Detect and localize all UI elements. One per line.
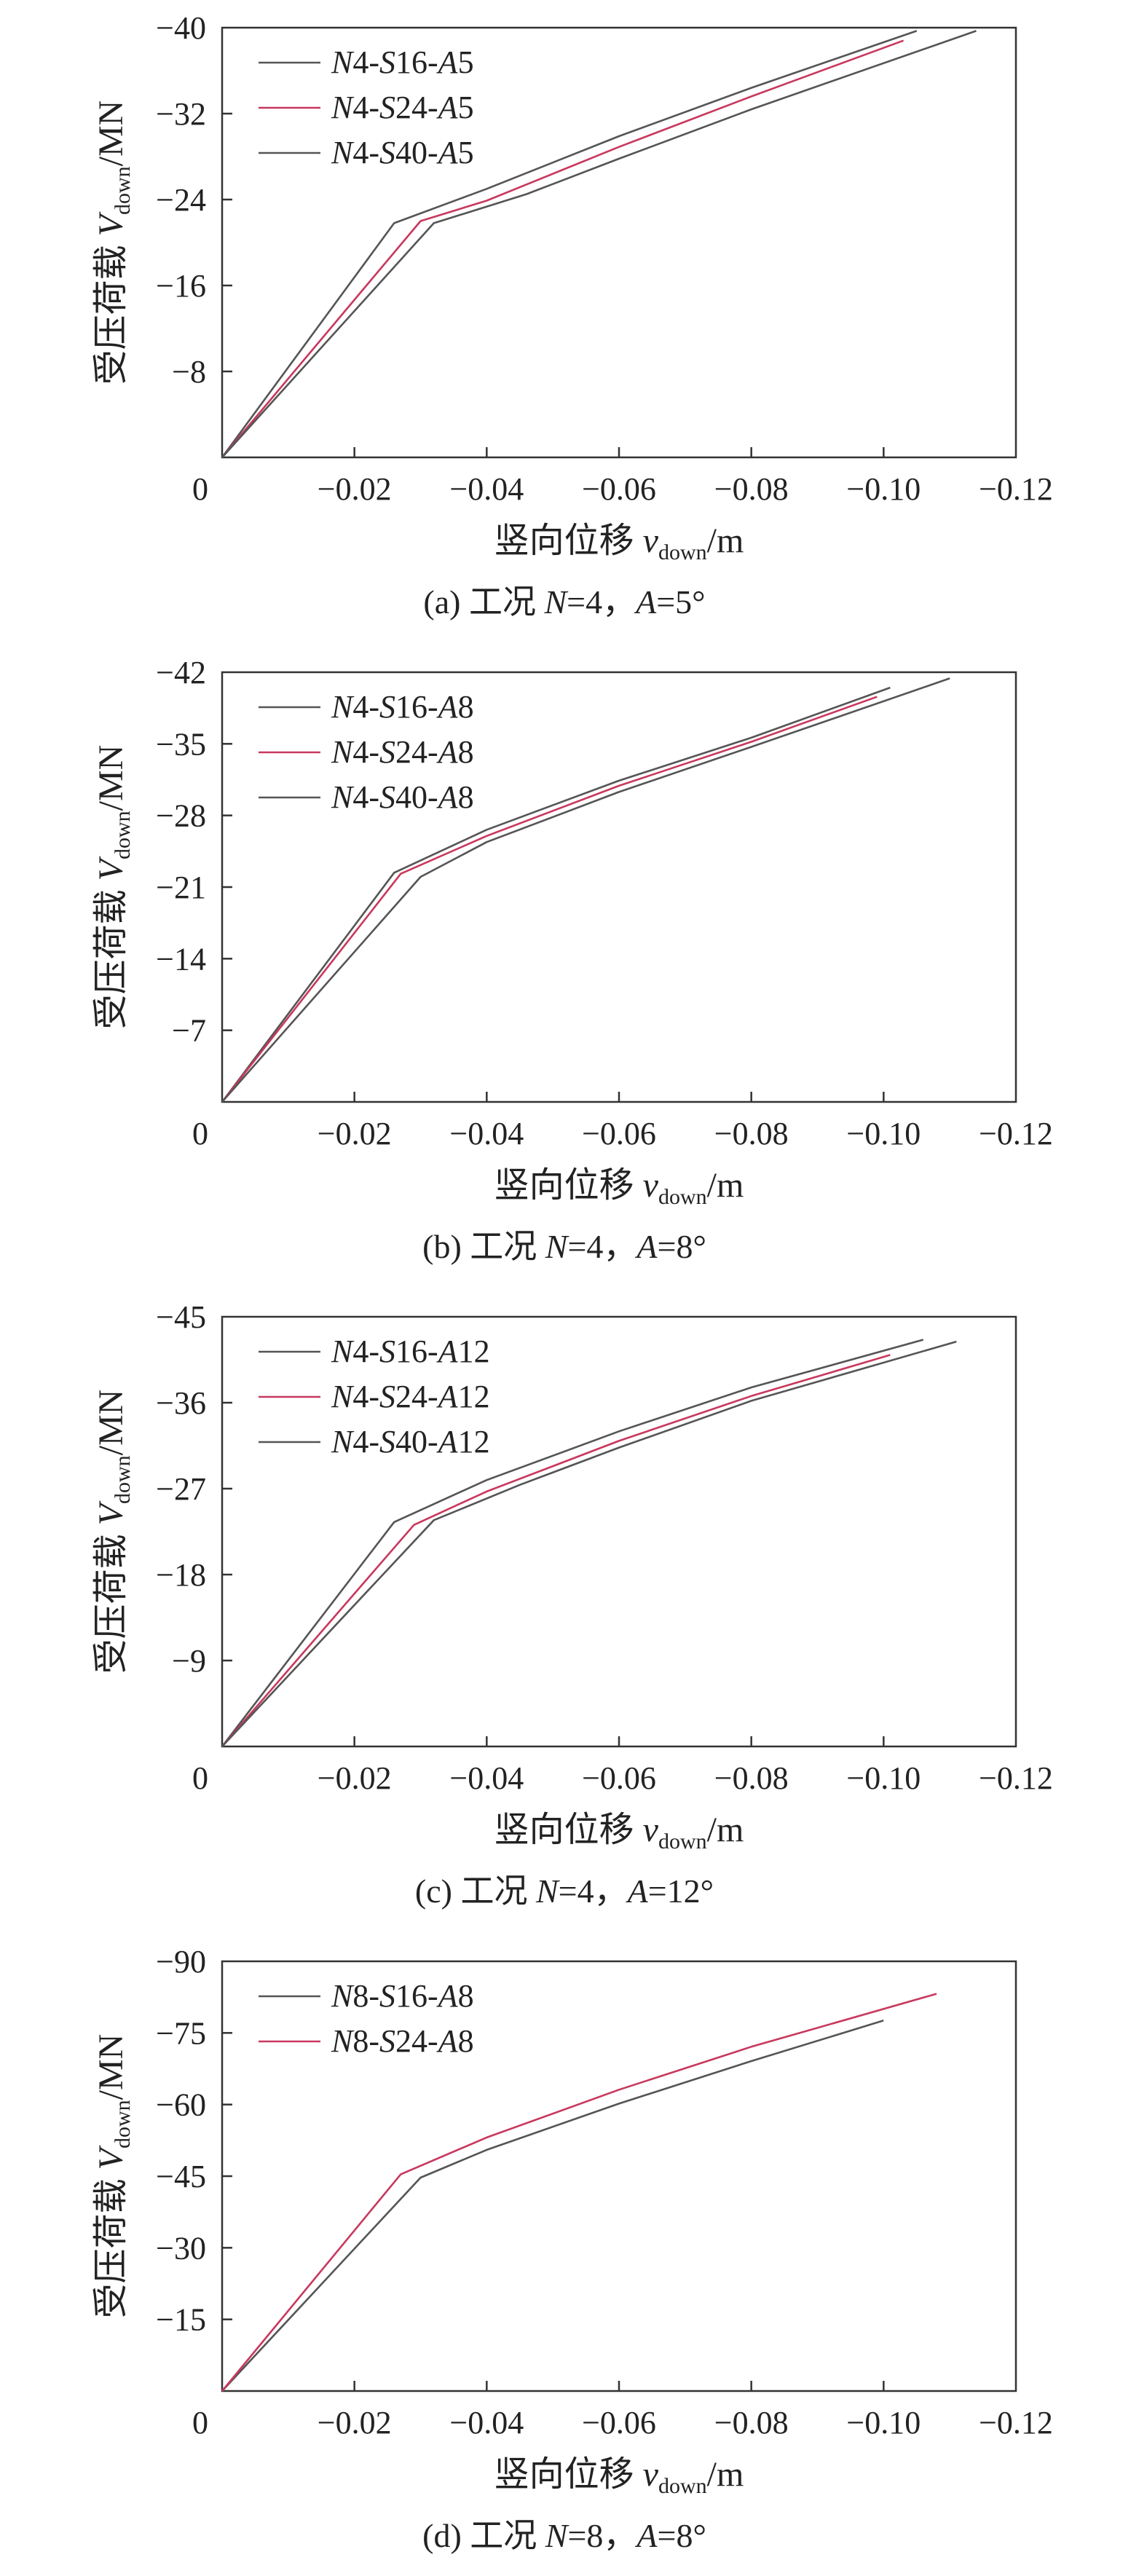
y-axis-label: 受压荷载 Vdown/MN — [92, 745, 135, 1030]
legend-label: N4-S24-A12 — [331, 1379, 490, 1414]
legend: N4-S16-A12 N4-S24-A12 N4-S40-A12 — [259, 1334, 490, 1460]
panel-caption: (a) 工况 N=4，A=5° — [423, 583, 705, 621]
x-tick-label: −0.06 — [582, 471, 656, 507]
x-tick-label: −0.10 — [846, 1116, 921, 1151]
x-axis-label: 竖向位移 vdown/m — [494, 1166, 744, 1209]
legend-label: N4-S24-A8 — [331, 734, 474, 770]
y-tick-label: −27 — [156, 1471, 206, 1507]
legend-label: N8-S24-A8 — [331, 2023, 474, 2059]
x-tick-label: −0.02 — [318, 1760, 392, 1796]
x-tick-label: −0.04 — [449, 2405, 524, 2441]
legend-label: N4-S40-A12 — [331, 1424, 490, 1460]
x-tick-label: −0.08 — [714, 471, 789, 507]
x-tick-label: −0.08 — [714, 1116, 789, 1151]
x-tick-label: −0.12 — [979, 1760, 1053, 1796]
legend-label: N4-S24-A5 — [331, 90, 474, 125]
x-tick-label: −0.04 — [449, 471, 524, 507]
series-line-n4-s24-a8 — [221, 696, 878, 1103]
x-tick-label: −0.12 — [979, 2405, 1053, 2441]
x-tick-label: −0.04 — [449, 1760, 524, 1796]
x-tick-label: −0.02 — [318, 2405, 392, 2441]
panel-caption: (b) 工况 N=4，A=8° — [422, 1228, 706, 1265]
x-tick-label: 0 — [192, 471, 208, 507]
x-tick-label: −0.10 — [846, 1760, 921, 1796]
y-tick-label: −45 — [156, 1299, 206, 1335]
x-axis-label: 竖向位移 vdown/m — [494, 521, 744, 564]
y-tick-label: −45 — [156, 2159, 206, 2194]
series-line-n8-s16-a8 — [221, 2020, 884, 2392]
y-tick-label: −36 — [156, 1385, 206, 1421]
series-line-n4-s16-a5 — [221, 30, 918, 458]
x-tick-label: −0.08 — [714, 1760, 789, 1796]
series-line-n4-s24-a12 — [221, 1354, 891, 1747]
x-axis-label: 竖向位移 vdown/m — [494, 1811, 744, 1854]
y-tick-label: −9 — [172, 1643, 206, 1679]
legend-label: N8-S16-A8 — [331, 1978, 474, 2014]
y-tick-label: −28 — [156, 798, 206, 834]
x-tick-label: −0.04 — [449, 1116, 524, 1151]
x-tick-label: −0.10 — [846, 2405, 921, 2441]
chart-panel-d: 0 −0.02 −0.04 −0.06 −0.08 −0.10 −0.12 −15 −30 −45… — [92, 1944, 1053, 2554]
panel-caption: (c) 工况 N=4，A=12° — [415, 1872, 714, 1910]
series-line-n4-s40-a5 — [221, 30, 977, 458]
y-tick-label: −60 — [156, 2087, 206, 2123]
series-line-n4-s16-a8 — [221, 686, 891, 1103]
y-tick-label: −24 — [156, 182, 206, 218]
legend: N8-S16-A8 N8-S24-A8 — [259, 1978, 474, 2059]
series-line-n4-s40-a12 — [221, 1340, 957, 1747]
y-tick-label: −35 — [156, 726, 206, 762]
x-tick-label: −0.06 — [582, 1760, 656, 1796]
legend-label: N4-S16-A5 — [331, 44, 474, 80]
chart-panel-b: 0 −0.02 −0.04 −0.06 −0.08 −0.10 −0.12 −7 −14 −21 −… — [92, 655, 1053, 1265]
y-tick-label: −21 — [156, 870, 206, 905]
legend-label: N4-S40-A8 — [331, 779, 474, 815]
x-tick-label: −0.12 — [979, 1116, 1053, 1151]
y-tick-label: −16 — [156, 268, 206, 304]
y-tick-label: −18 — [156, 1557, 206, 1593]
y-axis-label: 受压荷载 Vdown/MN — [92, 2034, 135, 2319]
chart-panel-c: 0 −0.02 −0.04 −0.06 −0.08 −0.10 −0.12 −9 −18 −27 −… — [92, 1299, 1053, 1910]
y-tick-label: −42 — [156, 655, 206, 690]
legend: N4-S16-A5 N4-S24-A5 N4-S40-A5 — [259, 44, 474, 170]
y-tick-label: −30 — [156, 2230, 206, 2266]
y-tick-label: −75 — [156, 2015, 206, 2051]
x-tick-label: 0 — [192, 1116, 208, 1151]
series-line-n8-s24-a8 — [221, 1993, 937, 2392]
y-tick-label: −14 — [156, 941, 206, 977]
x-tick-label: 0 — [192, 1760, 208, 1796]
y-tick-label: −90 — [156, 1944, 206, 1980]
y-tick-label: −40 — [156, 10, 206, 46]
y-axis-label: 受压荷载 Vdown/MN — [92, 1390, 135, 1674]
panel-caption: (d) 工况 N=8，A=8° — [422, 2517, 706, 2554]
x-tick-label: −0.06 — [582, 1116, 656, 1151]
x-tick-label: −0.12 — [979, 471, 1053, 507]
x-tick-label: 0 — [192, 2405, 208, 2441]
series-line-n4-s40-a8 — [221, 677, 950, 1103]
x-tick-label: −0.02 — [318, 1116, 392, 1151]
legend: N4-S16-A8 N4-S24-A8 N4-S40-A8 — [259, 689, 474, 815]
y-tick-label: −32 — [156, 96, 206, 132]
x-tick-label: −0.10 — [846, 471, 921, 507]
y-tick-label: −7 — [172, 1013, 206, 1049]
y-axis-label: 受压荷载 Vdown/MN — [92, 101, 135, 385]
legend-label: N4-S40-A5 — [331, 135, 474, 170]
x-tick-label: −0.06 — [582, 2405, 656, 2441]
y-tick-label: −8 — [172, 354, 206, 390]
legend-label: N4-S16-A12 — [331, 1334, 490, 1369]
series-line-n4-s24-a5 — [221, 39, 904, 458]
x-axis-label: 竖向位移 vdown/m — [494, 2455, 744, 2498]
x-tick-label: −0.08 — [714, 2405, 789, 2441]
y-tick-label: −15 — [156, 2302, 206, 2338]
x-tick-label: −0.02 — [318, 471, 392, 507]
series-line-n4-s16-a12 — [221, 1339, 924, 1747]
chart-panel-a: 0 −0.02 −0.04 −0.06 −0.08 −0.10 −0.12 −8 −16 −24 −… — [92, 10, 1053, 621]
legend-label: N4-S16-A8 — [331, 689, 474, 725]
